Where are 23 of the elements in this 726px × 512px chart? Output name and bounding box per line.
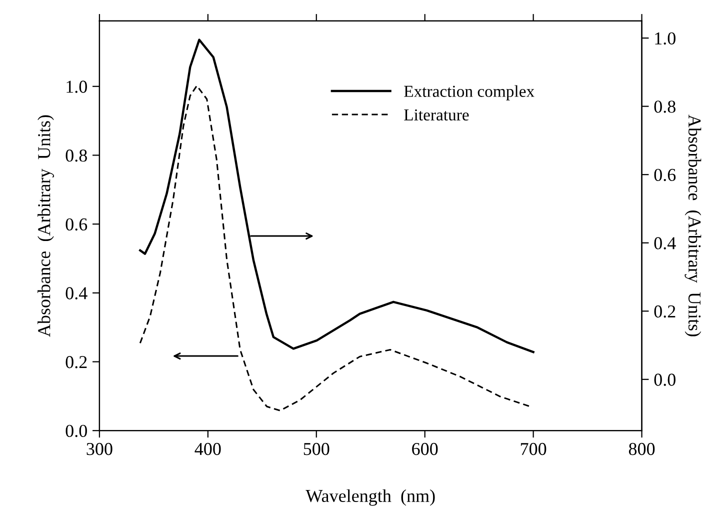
y2-tick-label: 0.0 <box>654 374 676 386</box>
y-tick-label: 0.4 <box>66 287 88 300</box>
x-tick-label: 300 <box>86 442 112 456</box>
y-tick-label: 0.6 <box>66 218 88 231</box>
y-tick-label: 1.0 <box>66 80 87 93</box>
x-tick-label: 600 <box>412 442 438 456</box>
legend-label: Literature <box>404 109 469 121</box>
legend-label: Extraction complex <box>404 85 534 100</box>
y2-tick-label: 0.4 <box>654 237 676 250</box>
y-axis-title: Absorbance (Arbitrary Units) <box>38 115 54 337</box>
x-tick-label: 500 <box>304 442 330 456</box>
y-tick-label: 0.2 <box>66 356 87 368</box>
x-tick-label: 700 <box>520 442 546 456</box>
y2-tick-label: 1.0 <box>655 32 676 45</box>
y2-tick-label: 0.2 <box>654 305 676 318</box>
x-tick-label: 400 <box>194 442 221 456</box>
y-tick-label: 0.0 <box>66 424 87 438</box>
y-tick-label: 0.8 <box>66 149 87 162</box>
x-axis-title: Wavelength (nm) <box>306 489 435 506</box>
y2-tick-label: 0.8 <box>654 100 676 113</box>
x-tick-label: 800 <box>628 442 655 456</box>
y2-tick-label: 0.6 <box>654 168 676 182</box>
y2-axis-title: Absorbance (Arbitrary Units) <box>684 114 702 336</box>
